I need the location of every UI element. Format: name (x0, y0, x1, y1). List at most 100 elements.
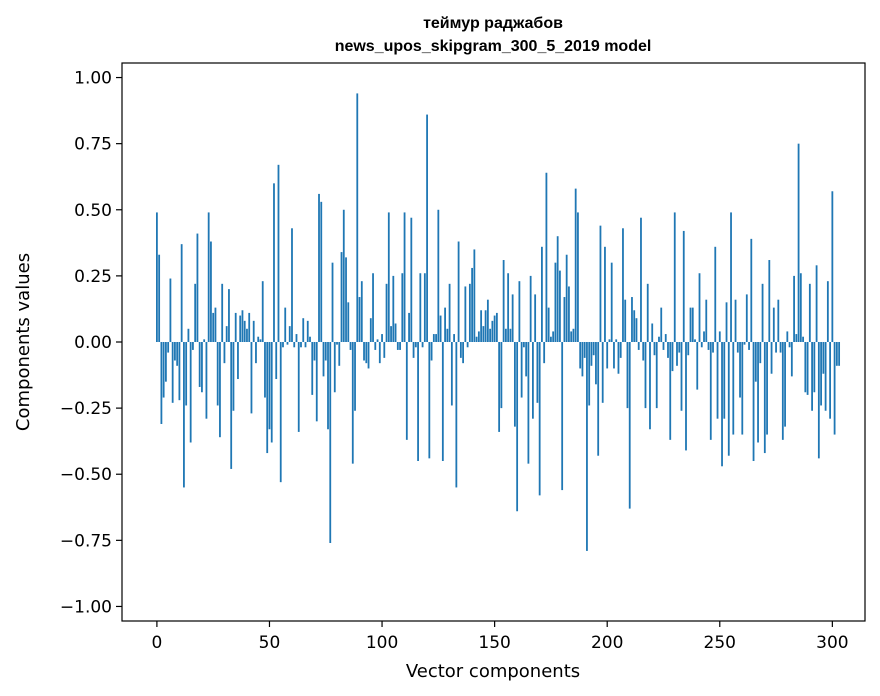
bar (293, 342, 296, 348)
bar (340, 252, 343, 342)
bar (745, 294, 748, 342)
bar (354, 342, 356, 411)
bar (284, 307, 287, 342)
bar (829, 342, 831, 419)
bar (210, 241, 212, 342)
bar (759, 342, 762, 364)
bar (538, 342, 541, 496)
bar (768, 260, 771, 342)
bar (183, 342, 185, 488)
bar (637, 342, 640, 350)
bar (655, 342, 658, 409)
bar (547, 307, 550, 342)
bar (259, 339, 262, 342)
bar (820, 342, 822, 406)
bar (320, 201, 323, 342)
bar (228, 289, 230, 342)
bar (437, 209, 440, 342)
bar (286, 342, 289, 345)
bar (430, 342, 433, 361)
bar (779, 342, 782, 353)
bar (162, 342, 165, 398)
bar (786, 331, 789, 342)
bar (685, 342, 687, 451)
bar (682, 230, 685, 342)
bar (806, 342, 809, 395)
bar (306, 320, 309, 342)
bar (698, 273, 701, 342)
x-tick-label: 250 (704, 633, 736, 653)
bar (480, 310, 483, 342)
bar (176, 342, 179, 366)
bar (410, 217, 413, 342)
bar (484, 310, 487, 342)
bar (372, 273, 374, 342)
bar (275, 342, 278, 380)
bar (761, 283, 764, 342)
bar (817, 342, 820, 459)
bar (390, 326, 392, 342)
bar (658, 336, 660, 342)
bar (358, 297, 361, 342)
bar (394, 323, 397, 342)
bar (730, 212, 732, 342)
bar (313, 342, 316, 361)
bar (622, 228, 624, 342)
bar (532, 342, 534, 419)
bar (522, 342, 525, 348)
bar (550, 336, 552, 342)
bar (635, 318, 638, 342)
bar (739, 342, 741, 398)
bar (495, 312, 498, 342)
bar (624, 299, 627, 342)
bar (716, 342, 719, 419)
bar (646, 283, 649, 342)
bar (324, 342, 327, 361)
bar (473, 249, 476, 342)
bar (795, 334, 798, 342)
bar (207, 212, 210, 342)
bar (590, 342, 593, 366)
bar (288, 326, 291, 342)
bar (604, 246, 606, 342)
bar (565, 254, 568, 342)
bar (552, 331, 555, 342)
bar (743, 342, 746, 345)
bar (797, 143, 800, 342)
bar (572, 328, 575, 342)
bar (336, 342, 338, 345)
bar (813, 342, 816, 393)
bar (662, 342, 665, 350)
bar (763, 342, 766, 454)
bar (824, 342, 827, 411)
bar (367, 342, 370, 369)
bar (282, 342, 284, 348)
bar (277, 164, 280, 342)
bar (804, 342, 807, 393)
bar (387, 212, 390, 342)
bar (732, 342, 735, 435)
bar (748, 342, 750, 350)
bar (664, 334, 667, 342)
bar (709, 342, 712, 440)
bar (189, 342, 192, 443)
y-tick-label: 0.25 (74, 267, 112, 287)
bar (338, 342, 341, 366)
bar (671, 342, 674, 372)
bar (234, 312, 237, 342)
bar (360, 281, 363, 342)
bar (475, 336, 478, 342)
bar (185, 342, 188, 406)
bar (405, 342, 408, 440)
bar (723, 342, 726, 419)
x-tick-label: 200 (591, 633, 623, 653)
bar (309, 336, 311, 342)
bar (378, 342, 381, 364)
bar (347, 302, 350, 342)
bar (345, 257, 347, 342)
bar (365, 342, 368, 364)
bar (588, 342, 591, 406)
plot-frame (121, 62, 866, 622)
